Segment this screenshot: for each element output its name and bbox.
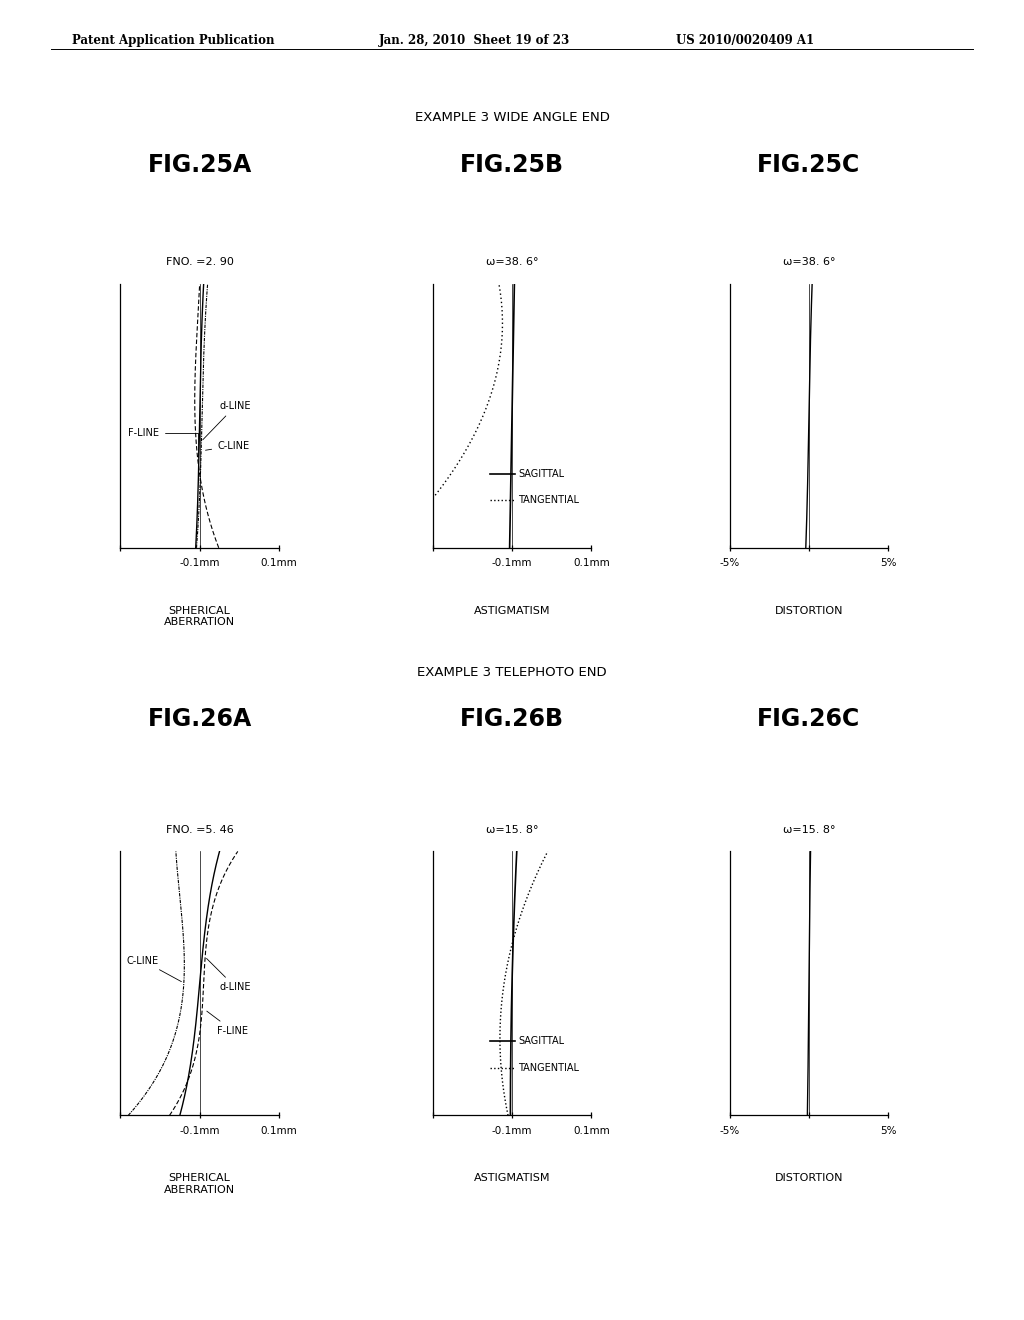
Text: C-LINE: C-LINE [127, 956, 181, 982]
Text: SAGITTAL: SAGITTAL [518, 469, 564, 479]
Text: FIG.25A: FIG.25A [147, 153, 252, 177]
Text: d-LINE: d-LINE [207, 958, 251, 993]
Text: SPHERICAL
ABERRATION: SPHERICAL ABERRATION [164, 1173, 236, 1195]
Text: -0.1mm: -0.1mm [492, 558, 532, 569]
Text: 0.1mm: 0.1mm [573, 558, 609, 569]
Text: Patent Application Publication: Patent Application Publication [72, 34, 274, 48]
Text: FNO. =5. 46: FNO. =5. 46 [166, 825, 233, 836]
Text: 5%: 5% [880, 558, 897, 569]
Text: Jan. 28, 2010  Sheet 19 of 23: Jan. 28, 2010 Sheet 19 of 23 [379, 34, 570, 48]
Text: FIG.26A: FIG.26A [147, 708, 252, 731]
Text: US 2010/0020409 A1: US 2010/0020409 A1 [676, 34, 814, 48]
Text: -0.1mm: -0.1mm [179, 1126, 220, 1137]
Text: SAGITTAL: SAGITTAL [518, 1036, 564, 1047]
Text: 0.1mm: 0.1mm [573, 1126, 609, 1137]
Text: TANGENTIAL: TANGENTIAL [518, 495, 580, 506]
Text: ASTIGMATISM: ASTIGMATISM [474, 1173, 550, 1184]
Text: FIG.25B: FIG.25B [460, 153, 564, 177]
Text: ω=15. 8°: ω=15. 8° [782, 825, 836, 836]
Text: TANGENTIAL: TANGENTIAL [518, 1063, 580, 1073]
Text: 0.1mm: 0.1mm [261, 558, 297, 569]
Text: 0.1mm: 0.1mm [261, 1126, 297, 1137]
Text: -0.1mm: -0.1mm [492, 1126, 532, 1137]
Text: ω=15. 8°: ω=15. 8° [485, 825, 539, 836]
Text: -5%: -5% [720, 1126, 739, 1137]
Text: DISTORTION: DISTORTION [775, 606, 843, 616]
Text: F-LINE: F-LINE [207, 1011, 248, 1036]
Text: ω=38. 6°: ω=38. 6° [782, 257, 836, 268]
Text: EXAMPLE 3 TELEPHOTO END: EXAMPLE 3 TELEPHOTO END [417, 665, 607, 678]
Text: FIG.26B: FIG.26B [460, 708, 564, 731]
Text: 5%: 5% [880, 1126, 897, 1137]
Text: C-LINE: C-LINE [206, 441, 249, 451]
Text: -5%: -5% [720, 558, 739, 569]
Text: SPHERICAL
ABERRATION: SPHERICAL ABERRATION [164, 606, 236, 627]
Text: FNO. =2. 90: FNO. =2. 90 [166, 257, 233, 268]
Text: ASTIGMATISM: ASTIGMATISM [474, 606, 550, 616]
Text: FIG.26C: FIG.26C [758, 708, 860, 731]
Text: -0.1mm: -0.1mm [179, 558, 220, 569]
Text: ω=38. 6°: ω=38. 6° [485, 257, 539, 268]
Text: d-LINE: d-LINE [203, 401, 251, 440]
Text: EXAMPLE 3 WIDE ANGLE END: EXAMPLE 3 WIDE ANGLE END [415, 111, 609, 124]
Text: DISTORTION: DISTORTION [775, 1173, 843, 1184]
Text: F-LINE: F-LINE [128, 428, 198, 457]
Text: FIG.25C: FIG.25C [758, 153, 860, 177]
